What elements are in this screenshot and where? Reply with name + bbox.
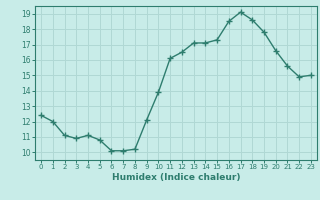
X-axis label: Humidex (Indice chaleur): Humidex (Indice chaleur) [112, 173, 240, 182]
